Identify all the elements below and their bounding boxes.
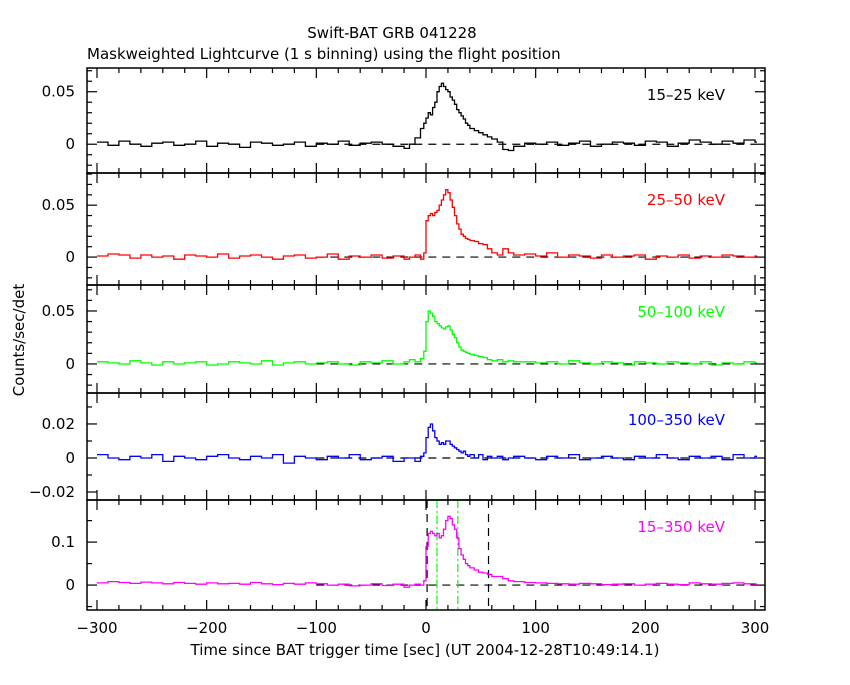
y-tick-label: 0.02 <box>42 415 75 433</box>
y-axis-label: Counts/sec/det <box>10 284 28 397</box>
series-label: 50–100 keV <box>637 303 725 321</box>
x-axis-label: Time since BAT trigger time [sec] (UT 20… <box>190 641 660 659</box>
y-tick-label: 0.1 <box>51 533 75 551</box>
y-tick-label: 0 <box>65 248 75 266</box>
panel-4: −0.02 0 0.02 100–350 keV <box>29 392 766 501</box>
panel-5: 0 0.1 15–350 keV <box>51 499 766 611</box>
panel-frame <box>86 499 766 611</box>
series-label: 15–25 keV <box>647 86 726 104</box>
y-tick-label: 0.05 <box>42 83 75 101</box>
series-label: 15–350 keV <box>637 518 725 536</box>
y-tick-label: 0.05 <box>42 302 75 320</box>
panel-2: 0 0.05 25–50 keV <box>42 172 766 286</box>
chart-title: Swift-BAT GRB 041228 <box>307 24 476 42</box>
y-tick-label: −0.02 <box>29 483 75 501</box>
y-tick-label: 0 <box>65 135 75 153</box>
x-tick-label: −100 <box>296 619 337 637</box>
series-label: 25–50 keV <box>647 191 726 209</box>
chart-subtitle: Maskweighted Lightcurve (1 s binning) us… <box>87 45 561 63</box>
series-line <box>97 515 757 588</box>
series-line <box>97 423 757 464</box>
x-tick-label: −200 <box>186 619 227 637</box>
x-tick-label: 300 <box>741 619 770 637</box>
panel-3: 0 0.05 50–100 keV <box>42 284 766 394</box>
series-line <box>97 82 757 152</box>
series-label: 100–350 keV <box>628 411 726 429</box>
y-tick-label: 0 <box>65 355 75 373</box>
panel-1: 0 0.05 15–25 keV <box>42 67 766 174</box>
series-line <box>97 310 757 366</box>
y-tick-label: 0 <box>65 576 75 594</box>
y-tick-label: 0.05 <box>42 196 75 214</box>
x-tick-label: −300 <box>76 619 117 637</box>
x-tick-label: 200 <box>631 619 660 637</box>
x-tick-label: 100 <box>521 619 550 637</box>
x-tick-label: 0 <box>421 619 431 637</box>
y-tick-label: 0 <box>65 449 75 467</box>
series-line <box>97 188 757 260</box>
